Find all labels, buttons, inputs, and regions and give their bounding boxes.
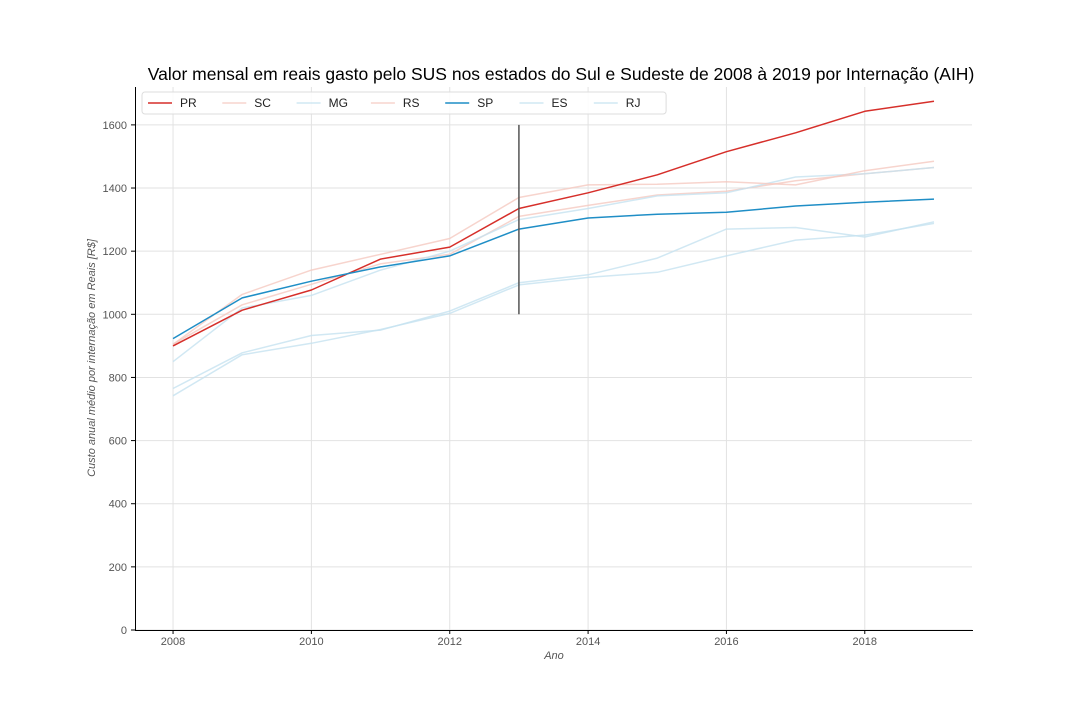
y-tick-label: 400 <box>109 499 127 511</box>
series-line-sc <box>172 166 935 345</box>
y-tick-label: 1400 <box>103 183 127 195</box>
x-ticks: 2008 2010 2012 2014 2016 2018 <box>161 630 877 648</box>
y-tick-label: 200 <box>109 562 127 574</box>
series-line-pr <box>172 100 935 347</box>
x-tick-label: 2010 <box>299 636 323 648</box>
series-line-sp <box>172 198 935 340</box>
y-ticks: 0 200 400 600 800 1000 1200 1400 1600 <box>103 120 135 637</box>
x-tick-label: 2016 <box>714 636 738 648</box>
legend-label-mg: MG <box>329 96 348 110</box>
x-tick-label: 2018 <box>853 636 877 648</box>
legend-label-es: ES <box>552 96 568 110</box>
legend-label-rs: RS <box>403 96 420 110</box>
series-line-rs <box>172 160 935 345</box>
y-tick-label: 600 <box>109 436 127 448</box>
series-lines <box>172 100 935 397</box>
y-tick-label: 1600 <box>103 120 127 132</box>
legend-frame <box>141 91 667 115</box>
chart-title: Valor mensal em reais gasto pelo SUS nos… <box>148 64 975 84</box>
y-tick-label: 800 <box>109 372 127 384</box>
axes <box>135 87 973 631</box>
legend-label-sc: SC <box>254 96 271 110</box>
legend-label-rj: RJ <box>626 96 641 110</box>
y-axis-label: Custo anual médio por internação em Reai… <box>86 238 98 477</box>
x-tick-label: 2012 <box>437 636 461 648</box>
legend-label-pr: PR <box>180 96 197 110</box>
y-tick-label: 0 <box>121 625 127 637</box>
x-axis-label: Ano <box>543 650 564 662</box>
legend: PR SC MG RS SP ES RJ <box>141 91 667 115</box>
grid <box>135 87 972 631</box>
x-tick-label: 2008 <box>161 636 185 648</box>
series-line-mg <box>172 166 935 363</box>
y-tick-label: 1000 <box>103 309 127 321</box>
x-tick-label: 2014 <box>576 636 600 648</box>
series-line-rj <box>172 222 935 397</box>
legend-label-sp: SP <box>477 96 493 110</box>
y-tick-label: 1200 <box>103 246 127 258</box>
series-line-es <box>172 221 935 390</box>
